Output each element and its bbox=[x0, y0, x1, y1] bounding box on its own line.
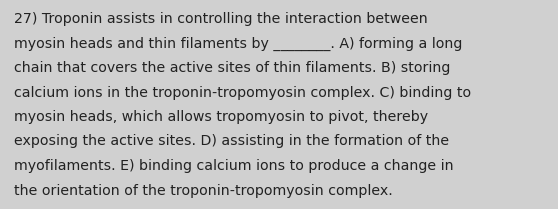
Text: myofilaments. E) binding calcium ions to produce a change in: myofilaments. E) binding calcium ions to… bbox=[14, 159, 454, 173]
Text: exposing the active sites. D) assisting in the formation of the: exposing the active sites. D) assisting … bbox=[14, 135, 449, 149]
Text: calcium ions in the troponin-tropomyosin complex. C) binding to: calcium ions in the troponin-tropomyosin… bbox=[14, 85, 471, 99]
Text: myosin heads and thin filaments by ________. A) forming a long: myosin heads and thin filaments by _____… bbox=[14, 37, 463, 51]
Text: chain that covers the active sites of thin filaments. B) storing: chain that covers the active sites of th… bbox=[14, 61, 450, 75]
Text: the orientation of the troponin-tropomyosin complex.: the orientation of the troponin-tropomyo… bbox=[14, 184, 393, 198]
Text: myosin heads, which allows tropomyosin to pivot, thereby: myosin heads, which allows tropomyosin t… bbox=[14, 110, 428, 124]
Text: 27) Troponin assists in controlling the interaction between: 27) Troponin assists in controlling the … bbox=[14, 12, 428, 26]
